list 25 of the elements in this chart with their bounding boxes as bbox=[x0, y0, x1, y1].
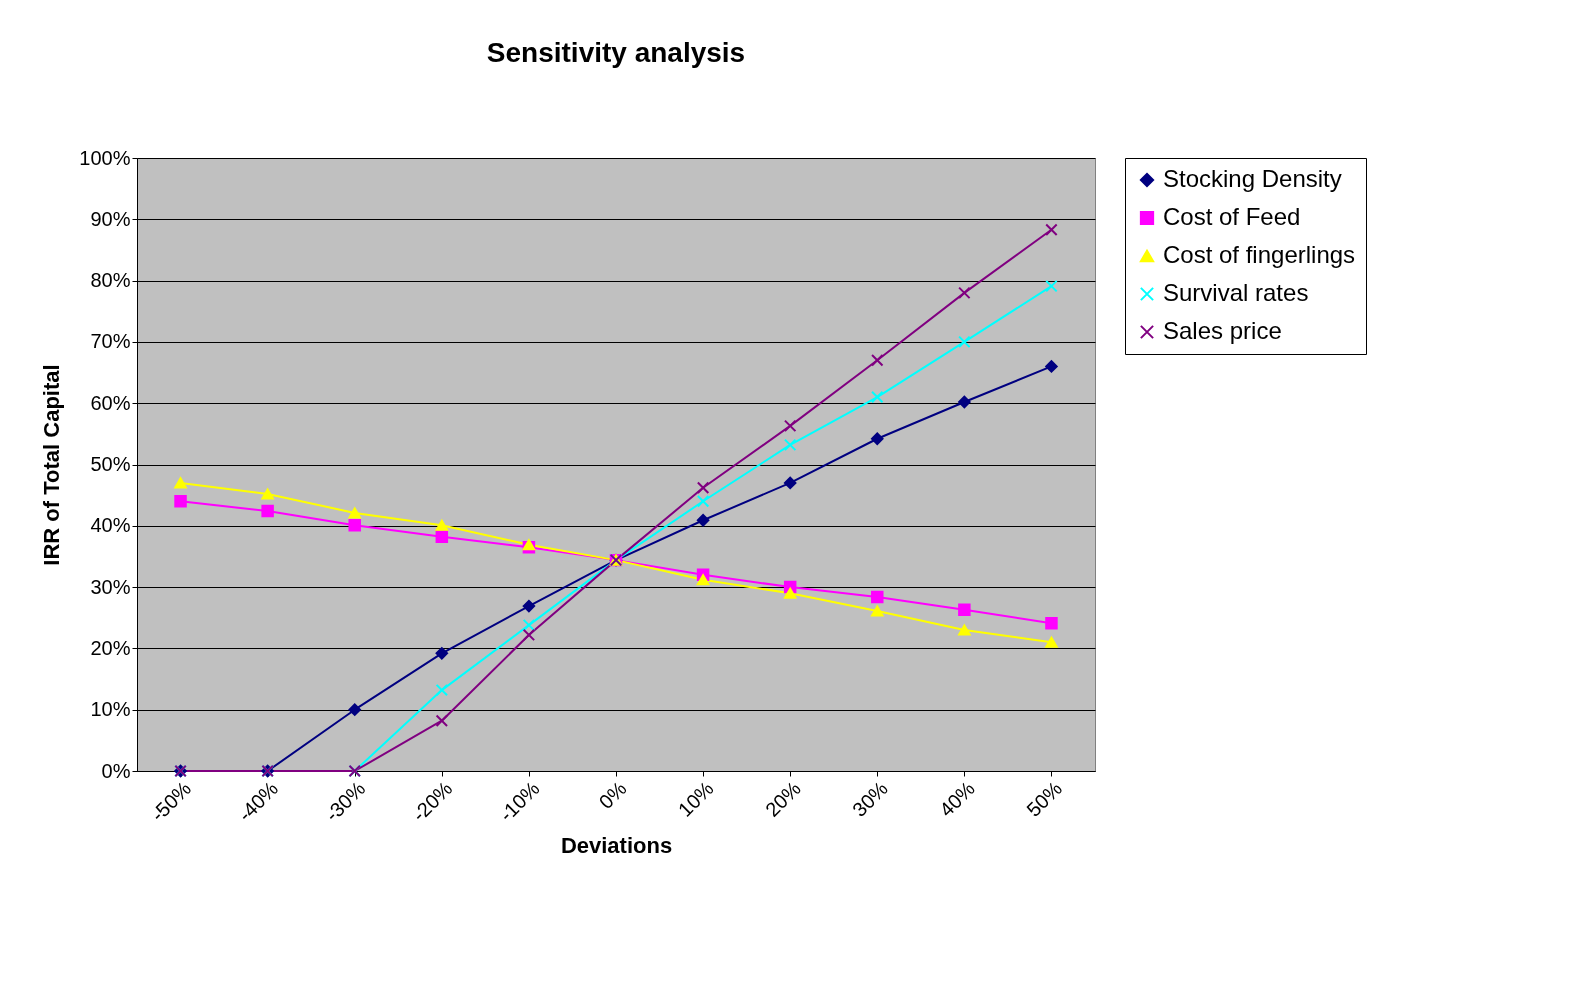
x-tick-label: 40% bbox=[935, 776, 980, 821]
y-tick-label: 40% bbox=[90, 514, 131, 537]
legend-label: Stocking Density bbox=[1163, 165, 1342, 192]
legend-label: Cost of fingerlings bbox=[1163, 241, 1356, 268]
y-tick-label: 30% bbox=[90, 575, 131, 598]
y-tick-label: 90% bbox=[90, 207, 131, 230]
y-tick-label: 70% bbox=[90, 330, 131, 353]
x-tick-label: 50% bbox=[1022, 776, 1067, 821]
legend-label: Survival rates bbox=[1163, 279, 1309, 306]
legend-label: Cost of Feed bbox=[1163, 203, 1301, 230]
x-tick-label: 0% bbox=[594, 776, 631, 814]
x-tick-label: 10% bbox=[673, 776, 718, 821]
y-tick-label: 10% bbox=[90, 698, 131, 721]
x-tick-label: 30% bbox=[848, 776, 893, 821]
y-tick-label: 20% bbox=[90, 636, 131, 659]
y-tick-label: 60% bbox=[90, 391, 131, 414]
y-tick-label: 50% bbox=[90, 453, 131, 475]
x-tick-label: 20% bbox=[760, 776, 805, 821]
legend-label: Sales price bbox=[1163, 317, 1282, 344]
y-axis-title: IRR of Total Capital bbox=[39, 364, 65, 566]
x-axis-title: Deviations bbox=[560, 832, 673, 858]
y-tick-label: 0% bbox=[101, 759, 131, 782]
chart-title: Sensitivity analysis bbox=[486, 37, 746, 68]
y-tick-label: 80% bbox=[90, 269, 131, 292]
y-tick-label: 100% bbox=[79, 146, 131, 169]
